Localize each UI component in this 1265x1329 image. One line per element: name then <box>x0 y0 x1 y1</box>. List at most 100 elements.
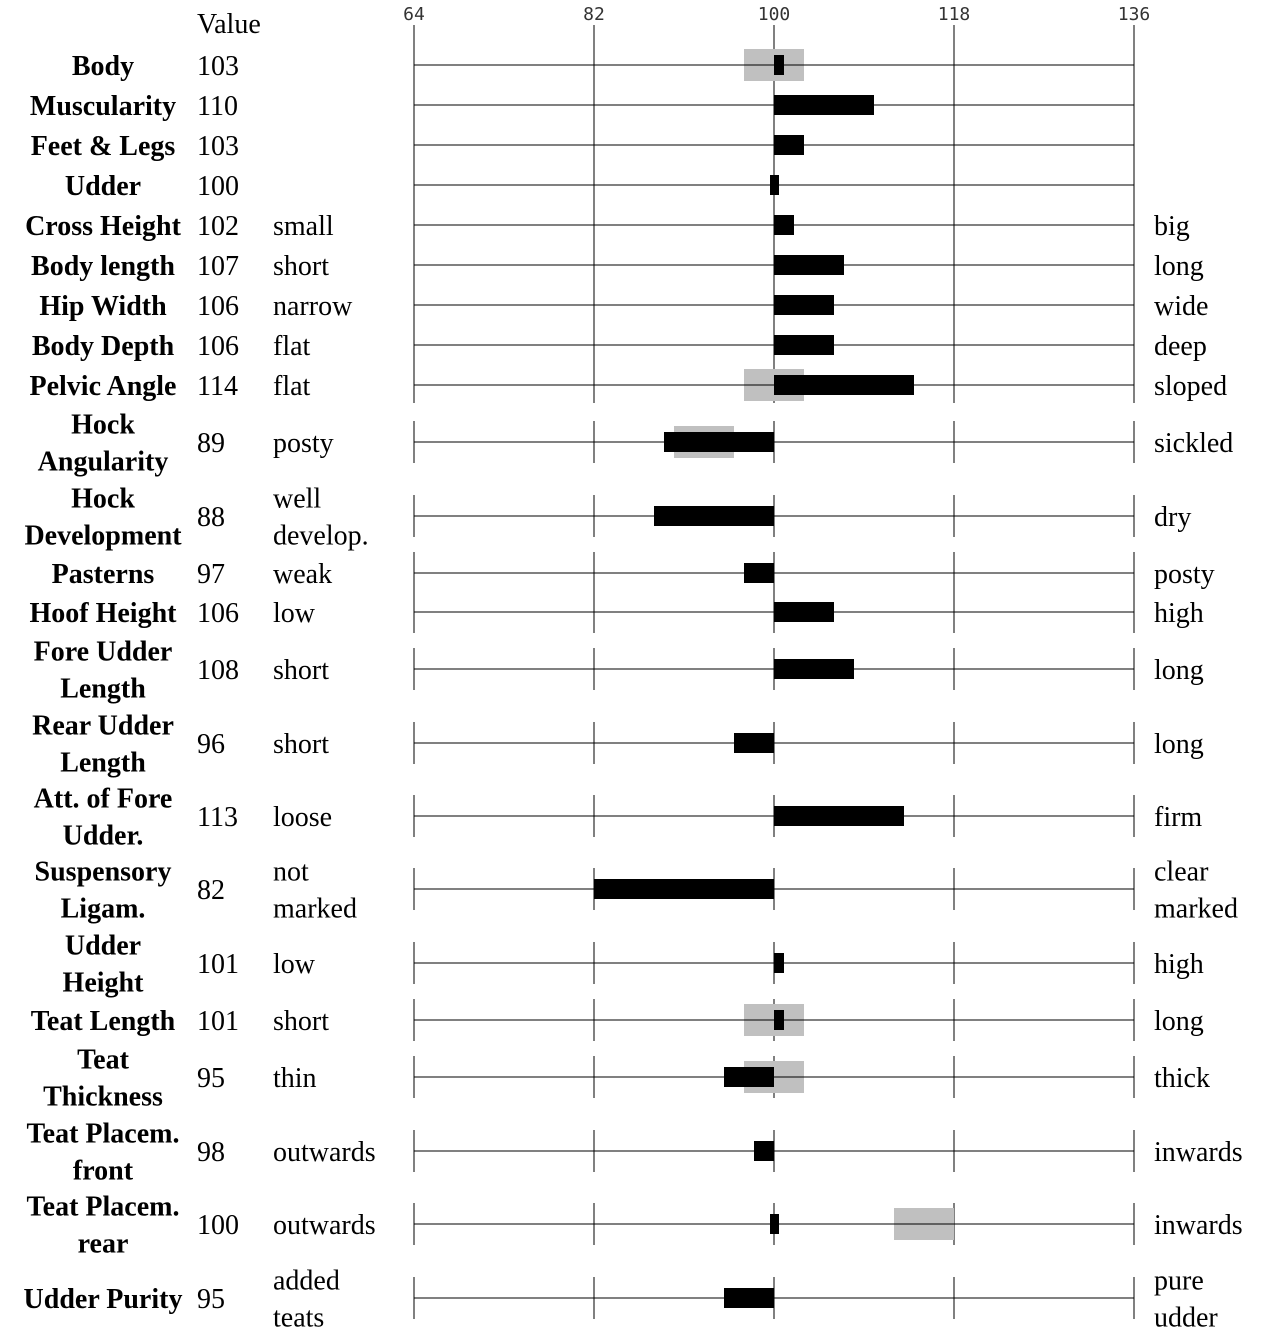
low-pole-label: narrow <box>273 291 353 322</box>
low-pole-label: short <box>273 251 329 282</box>
data-bar <box>774 806 904 826</box>
data-bar <box>774 375 914 395</box>
trait-value: 114 <box>197 371 238 402</box>
high-pole-label: dry <box>1154 502 1191 533</box>
high-pole-label: long <box>1154 1006 1204 1037</box>
trait-name: Suspensory Ligam. <box>35 857 172 925</box>
data-bar <box>774 335 834 355</box>
value-column-header: Value <box>197 9 261 40</box>
data-bar <box>774 255 844 275</box>
trait-value: 113 <box>197 802 238 833</box>
high-pole-label: posty <box>1154 559 1215 590</box>
high-pole-label: deep <box>1154 331 1207 362</box>
trait-value: 82 <box>197 875 225 906</box>
trait-value: 108 <box>197 655 239 686</box>
data-bar <box>664 432 774 452</box>
data-bar <box>774 659 854 679</box>
trait-name: Rear Udder Length <box>32 711 174 779</box>
x-tick-label: 82 <box>583 4 605 25</box>
trait-name: Body <box>72 51 134 82</box>
low-pole-label: well develop. <box>273 484 369 552</box>
low-pole-label: thin <box>273 1063 317 1094</box>
high-pole-label: thick <box>1154 1063 1210 1094</box>
trait-name: Pelvic Angle <box>30 371 177 402</box>
trait-name: Pasterns <box>52 559 155 590</box>
trait-value: 96 <box>197 729 225 760</box>
trait-name: Teat Placem. front <box>27 1119 180 1187</box>
data-bar <box>770 1214 779 1234</box>
trait-value: 107 <box>197 251 239 282</box>
low-pole-label: flat <box>273 331 311 362</box>
data-bar <box>774 1010 784 1030</box>
high-pole-label: long <box>1154 655 1204 686</box>
trait-name: Muscularity <box>30 91 176 122</box>
data-bar <box>774 295 834 315</box>
low-pole-label: weak <box>273 559 332 590</box>
trait-value: 106 <box>197 598 239 629</box>
x-tick-label: 118 <box>938 4 971 25</box>
data-bar <box>734 733 774 753</box>
trait-value: 103 <box>197 51 239 82</box>
high-pole-label: wide <box>1154 291 1208 322</box>
data-bar <box>744 563 774 583</box>
trait-value: 110 <box>197 91 238 122</box>
data-bar <box>754 1141 774 1161</box>
low-pole-label: short <box>273 729 329 760</box>
trait-name: Udder <box>65 171 141 202</box>
high-pole-label: sickled <box>1154 428 1233 459</box>
low-pole-label: short <box>273 655 329 686</box>
trait-value: 97 <box>197 559 225 590</box>
data-bar <box>774 55 784 75</box>
trait-value: 88 <box>197 502 225 533</box>
low-pole-label: outwards <box>273 1210 376 1241</box>
trait-name: Body Depth <box>32 331 175 362</box>
high-pole-label: firm <box>1154 802 1202 833</box>
trait-name: Att. of Fore Udder. <box>34 784 173 852</box>
data-bar <box>774 215 794 235</box>
data-bar <box>724 1067 774 1087</box>
high-pole-label: sloped <box>1154 371 1227 402</box>
trait-value: 102 <box>197 211 239 242</box>
data-bar <box>774 95 874 115</box>
data-bar <box>774 135 804 155</box>
trait-name: Cross Height <box>25 211 181 242</box>
high-pole-label: high <box>1154 598 1204 629</box>
high-pole-label: long <box>1154 251 1204 282</box>
trait-name: Teat Thickness <box>43 1045 163 1113</box>
data-bar <box>594 879 774 899</box>
x-tick-label: 64 <box>403 4 425 25</box>
low-pole-label: flat <box>273 371 311 402</box>
data-bar <box>774 953 784 973</box>
high-pole-label: pure udder <box>1154 1266 1218 1329</box>
high-pole-label: inwards <box>1154 1210 1243 1241</box>
trait-value: 98 <box>197 1137 225 1168</box>
high-pole-label: inwards <box>1154 1137 1243 1168</box>
trait-value: 103 <box>197 131 239 162</box>
high-pole-label: long <box>1154 729 1204 760</box>
trait-value: 89 <box>197 428 225 459</box>
x-tick-label: 136 <box>1118 4 1151 25</box>
trait-name: Hoof Height <box>30 598 178 629</box>
trait-name: Teat Placem. rear <box>27 1192 180 1260</box>
trait-value: 95 <box>197 1284 225 1315</box>
trait-name: Fore Udder Length <box>34 637 173 705</box>
low-pole-label: outwards <box>273 1137 376 1168</box>
high-pole-label: high <box>1154 949 1204 980</box>
trait-name: Body length <box>31 251 175 282</box>
trait-name: Udder Height <box>63 931 145 999</box>
trait-value: 101 <box>197 949 239 980</box>
high-pole-label: big <box>1154 211 1190 242</box>
low-pole-label: low <box>273 598 316 629</box>
trait-value: 101 <box>197 1006 239 1037</box>
trait-name: Teat Length <box>31 1006 176 1037</box>
low-pole-label: short <box>273 1006 329 1037</box>
low-pole-label: low <box>273 949 316 980</box>
trait-value: 100 <box>197 171 239 202</box>
high-pole-label: clear marked <box>1154 857 1238 925</box>
trait-value: 95 <box>197 1063 225 1094</box>
low-pole-label: loose <box>273 802 332 833</box>
trait-value: 106 <box>197 331 239 362</box>
trait-name: Udder Purity <box>24 1284 183 1315</box>
trait-name: Hock Development <box>24 484 182 552</box>
low-pole-label: added teats <box>273 1266 340 1329</box>
